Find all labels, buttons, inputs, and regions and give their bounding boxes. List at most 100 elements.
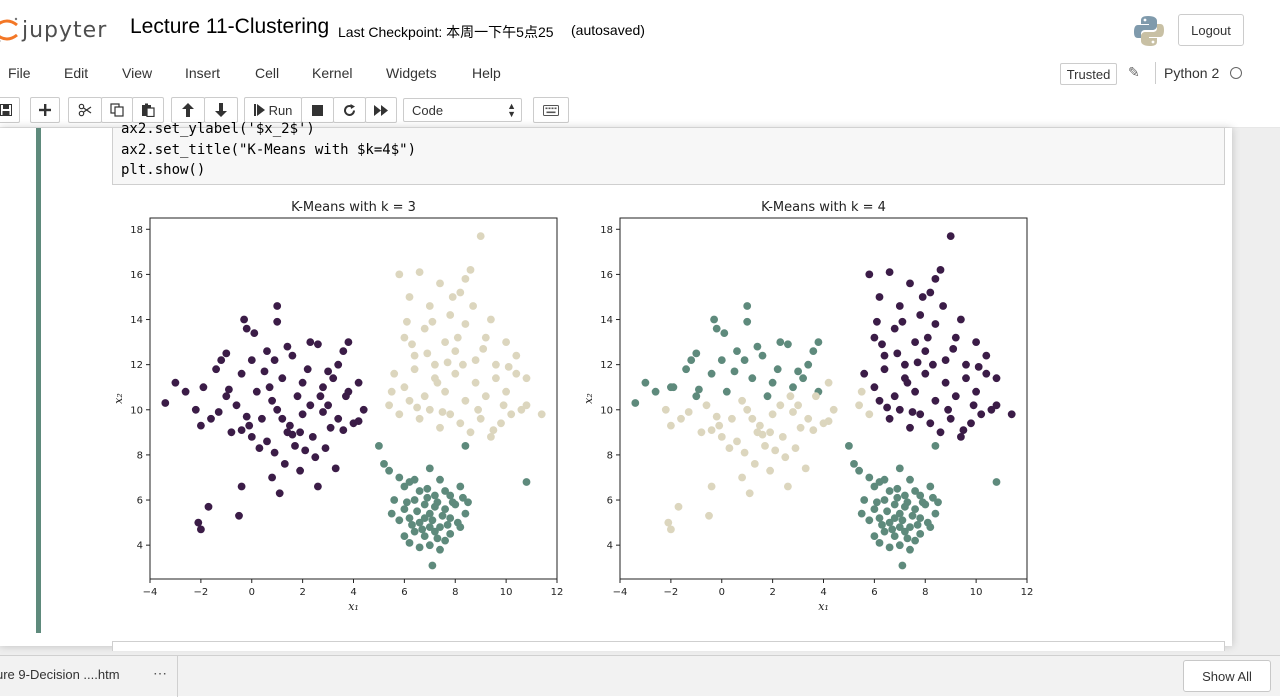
data-point xyxy=(411,352,419,360)
arrow-down-icon xyxy=(215,103,227,117)
data-point xyxy=(477,232,485,240)
menu-widgets[interactable]: Widgets xyxy=(386,65,437,81)
restart-kernel-button[interactable] xyxy=(333,97,366,123)
data-point xyxy=(977,410,985,418)
notebook-title[interactable]: Lecture 11-Clustering xyxy=(130,15,329,39)
data-point xyxy=(327,424,335,432)
data-point xyxy=(876,293,884,301)
menu-file[interactable]: File xyxy=(8,65,31,81)
data-point xyxy=(764,392,772,400)
menu-help[interactable]: Help xyxy=(472,65,501,81)
data-point xyxy=(456,419,464,427)
paste-cell-button[interactable] xyxy=(132,97,164,123)
menu-kernel[interactable]: Kernel xyxy=(312,65,352,81)
data-point xyxy=(934,498,942,506)
interrupt-kernel-button[interactable] xyxy=(301,97,334,123)
data-point xyxy=(886,268,894,276)
data-point xyxy=(804,415,812,423)
x-tick-label: 12 xyxy=(551,587,564,598)
data-point xyxy=(416,487,424,495)
data-point xyxy=(462,275,470,283)
data-point xyxy=(743,406,751,414)
x-tick-label: 4 xyxy=(350,587,356,598)
next-cell[interactable] xyxy=(112,641,1225,651)
data-point xyxy=(228,428,236,436)
trusted-indicator[interactable]: Trusted xyxy=(1060,63,1117,85)
logout-button[interactable]: Logout xyxy=(1178,14,1244,46)
jupyter-logo-icon xyxy=(0,16,20,44)
data-point xyxy=(906,424,914,432)
data-point xyxy=(284,343,292,351)
data-point xyxy=(355,379,363,387)
y-axis-label: x₂ xyxy=(582,393,595,404)
code-cell-input[interactable]: ax2.set_ylabel('$x_2$') ax2.set_title("K… xyxy=(112,128,1225,185)
header: jupyter Lecture 11-Clustering Last Check… xyxy=(0,0,1280,58)
data-point xyxy=(429,516,437,524)
menu-insert[interactable]: Insert xyxy=(185,65,220,81)
y-axis-label: x₂ xyxy=(112,393,125,404)
menu-view[interactable]: View xyxy=(122,65,152,81)
restart-run-all-button[interactable] xyxy=(365,97,397,123)
data-point xyxy=(309,433,317,441)
data-point xyxy=(273,406,281,414)
data-point xyxy=(924,519,932,527)
cell-type-select[interactable]: Code ▲▼ xyxy=(403,98,522,122)
data-point xyxy=(916,311,924,319)
data-point xyxy=(952,392,960,400)
data-point xyxy=(896,302,904,310)
data-point xyxy=(296,428,304,436)
data-point xyxy=(266,383,274,391)
run-button[interactable]: Run xyxy=(244,97,302,123)
data-point xyxy=(825,379,833,387)
data-point xyxy=(342,392,350,400)
x-tick-label: 8 xyxy=(922,587,928,598)
data-point xyxy=(988,406,996,414)
data-point xyxy=(497,419,505,427)
data-point xyxy=(436,546,444,554)
data-point xyxy=(975,363,983,371)
download-item[interactable]: ure 9-Decision ....htm ⋯ xyxy=(0,656,178,697)
data-point xyxy=(929,361,937,369)
jupyter-logo[interactable]: jupyter xyxy=(0,14,112,46)
data-point xyxy=(751,460,759,468)
more-options-icon[interactable]: ⋯ xyxy=(153,665,168,682)
command-palette-button[interactable] xyxy=(533,97,569,123)
data-point xyxy=(197,526,205,534)
autosave-status: (autosaved) xyxy=(571,22,645,38)
data-point xyxy=(161,399,169,407)
data-point xyxy=(899,562,907,570)
data-point xyxy=(748,374,756,382)
data-point xyxy=(446,530,454,538)
data-point xyxy=(205,503,213,511)
data-point xyxy=(932,510,940,518)
y-tick-label: 16 xyxy=(600,270,613,281)
data-point xyxy=(271,449,279,457)
copy-cell-button[interactable] xyxy=(101,97,133,123)
last-checkpoint: Last Checkpoint: 本周一下午5点25 xyxy=(338,22,554,42)
data-point xyxy=(871,334,879,342)
data-point xyxy=(238,370,246,378)
save-button[interactable] xyxy=(0,97,20,123)
data-point xyxy=(858,388,866,396)
data-point xyxy=(324,401,332,409)
cut-cell-button[interactable] xyxy=(68,97,102,123)
data-point xyxy=(459,361,467,369)
insert-cell-button[interactable] xyxy=(30,97,60,123)
data-point xyxy=(406,514,414,522)
menu-edit[interactable]: Edit xyxy=(64,65,88,81)
data-point xyxy=(731,368,739,376)
menu-cell[interactable]: Cell xyxy=(255,65,279,81)
data-point xyxy=(467,266,475,274)
data-point xyxy=(306,338,314,346)
data-point xyxy=(401,334,409,342)
data-point xyxy=(845,442,853,450)
data-point xyxy=(881,528,889,536)
show-all-button[interactable]: Show All xyxy=(1183,660,1271,692)
data-point xyxy=(675,503,683,511)
kernel-idle-indicator-icon xyxy=(1230,67,1242,79)
move-cell-up-button[interactable] xyxy=(171,97,205,123)
move-cell-down-button[interactable] xyxy=(204,97,238,123)
kernel-name[interactable]: Python 2 xyxy=(1164,65,1219,81)
data-point xyxy=(436,424,444,432)
data-point xyxy=(418,526,426,534)
